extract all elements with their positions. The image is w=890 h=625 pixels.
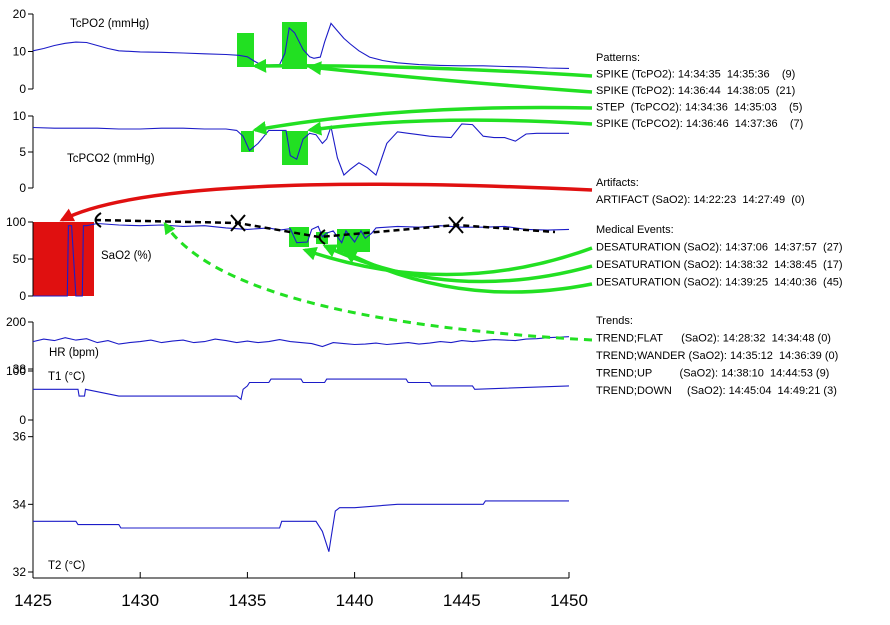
pattern-arrow-1 [252, 58, 593, 78]
hr-y-tick-label: 100 [6, 364, 26, 378]
label-layer: TcPO2 (mmHg) TcPCO2 (mmHg) SaO2 (%) HR (bpm… [48, 18, 843, 572]
hr-label: HR (bpm) [49, 347, 99, 359]
trend-arrow-dashed [163, 222, 593, 342]
trend-bracket-marker [94, 212, 102, 228]
temp-y-tick-label: 34 [13, 497, 27, 511]
annotation-line: TREND;UP (SaO2): 14:38:10 14:44:53 (9) [596, 368, 829, 380]
trend-bracket-marker [318, 229, 326, 245]
annotation-line: STEP (TcPCO2): 14:34:36 14:35:03 (5) [596, 102, 802, 114]
annotation-line: TREND;FLAT (SaO2): 14:28:32 14:34:48 (0) [596, 333, 831, 345]
desaturation-region-1 [289, 227, 309, 247]
tcpco2-y-tick-label: 10 [13, 109, 27, 123]
annotation-heading: Trends: [596, 315, 633, 327]
annotation-line: ARTIFACT (SaO2): 14:22:23 14:27:49 (0) [596, 194, 805, 206]
x-tick-label: 1425 [14, 591, 52, 610]
pattern-arrow-4 [307, 118, 593, 136]
tcpco2-label: TcPCO2 (mmHg) [67, 153, 155, 165]
pattern-arrow-2 [307, 61, 593, 94]
hr-series-line [32, 336, 570, 348]
tcpo2-y-tick-label: 10 [13, 45, 27, 59]
tcpo2-y-tick-label: 0 [19, 82, 26, 96]
x-tick-label: 1435 [228, 591, 266, 610]
tcpo2-series-line [32, 22, 570, 69]
hr-y-tick-label: 0 [19, 413, 26, 427]
t2-label: T2 (°C) [48, 560, 85, 572]
hr-y-tick-label: 200 [6, 315, 26, 329]
sao2-y-tick-label: 100 [6, 215, 26, 229]
tcpo2-spike-region-1 [237, 33, 254, 67]
temp-series-line-1 [33, 378, 570, 401]
sao2-label: SaO2 (%) [101, 250, 152, 262]
pattern-arrow-3 [252, 105, 593, 135]
tcpco2-spike-region [282, 131, 308, 165]
annotation-line: SPIKE (TcPCO2): 14:36:46 14:37:36 (7) [596, 118, 803, 130]
annotation-line: SPIKE (TcPO2): 14:34:35 14:35:36 (9) [596, 69, 795, 81]
tcpco2-y-tick-label: 5 [19, 145, 26, 159]
annotation-line: TREND;DOWN (SaO2): 14:45:04 14:49:21 (3) [596, 385, 837, 397]
desaturation-arrow-3 [342, 250, 593, 294]
tcpo2-label: TcPO2 (mmHg) [70, 18, 149, 30]
annotation-line: SPIKE (TcPO2): 14:36:44 14:38:05 (21) [596, 85, 795, 97]
annotation-line: DESATURATION (SaO2): 14:37:06 14:37:57 (… [596, 242, 843, 254]
x-tick-label: 1450 [550, 591, 588, 610]
temp-y-tick-label: 38 [13, 362, 27, 376]
trend-cross-marker [448, 216, 464, 234]
x-tick-label: 1440 [336, 591, 374, 610]
x-tick-label: 1445 [443, 591, 481, 610]
tcpo2-y-tick-label: 20 [13, 7, 27, 21]
sao2-y-tick-label: 0 [19, 289, 26, 303]
tcpco2-step-region [241, 131, 254, 152]
t1-label: T1 (°C) [48, 371, 85, 383]
temp-series-line-2 [33, 500, 569, 552]
temp-y-tick-label: 32 [13, 565, 27, 579]
annotation-line: TREND;WANDER (SaO2): 14:35:12 14:36:39 (… [596, 350, 838, 362]
series-layer [32, 22, 570, 552]
x-tick-label: 1430 [121, 591, 159, 610]
sao2-y-tick-label: 50 [13, 252, 27, 266]
artifact-arrow [59, 182, 593, 222]
trend-cross-marker [230, 214, 246, 232]
annotation-heading: Patterns: [596, 52, 640, 64]
artifact-region [33, 222, 94, 296]
annotation-line: DESATURATION (SaO2): 14:39:25 14:40:36 (… [596, 277, 843, 289]
annotation-line: DESATURATION (SaO2): 14:38:32 14:38:45 (… [596, 259, 843, 271]
arrow-layer [59, 58, 593, 342]
tcpco2-series-line [32, 123, 569, 176]
tcpco2-y-tick-label: 0 [19, 181, 26, 195]
temp-y-tick-label: 36 [13, 430, 27, 444]
annotation-heading: Artifacts: [596, 177, 639, 189]
annotation-heading: Medical Events: [596, 224, 674, 236]
